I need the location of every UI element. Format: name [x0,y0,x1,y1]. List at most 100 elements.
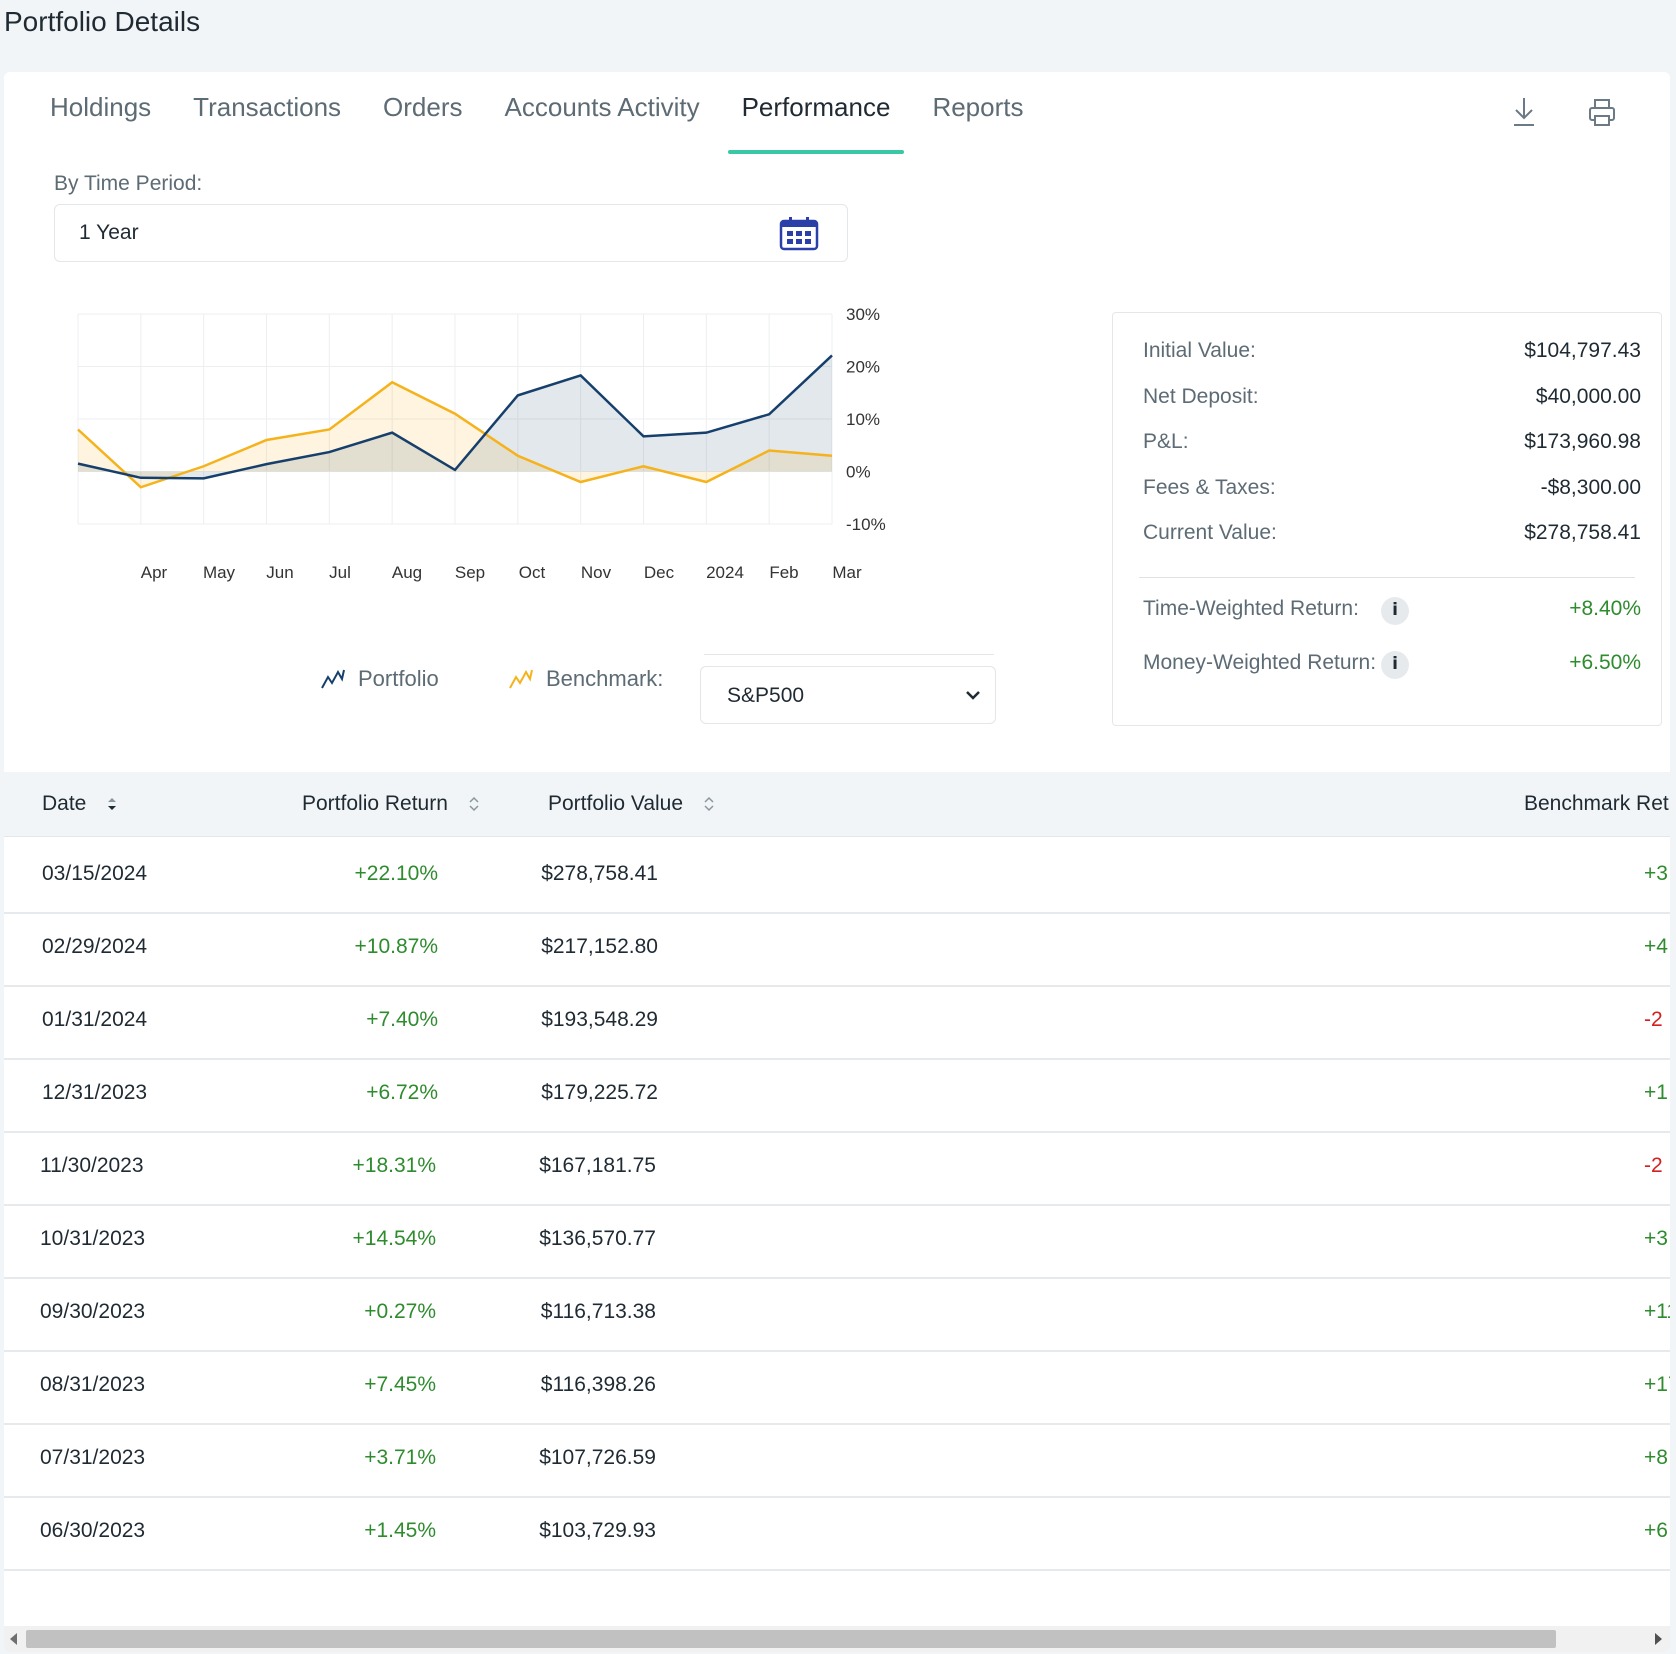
table-row[interactable]: 10/31/2023 +14.54% $136,570.77 +3 [4,1203,1670,1279]
cell-portfolio-value: $179,225.72 [541,1081,658,1104]
table-row[interactable]: 01/31/2024 +7.40% $193,548.29 -2 [4,984,1670,1060]
table-row[interactable]: 12/31/2023 +6.72% $179,225.72 +1 [4,1057,1670,1133]
time-period-value: 1 Year [79,221,139,244]
table-row[interactable]: 06/30/2023 +1.45% $103,729.93 +6 [4,1495,1670,1571]
page-title: Portfolio Details [4,6,201,37]
tab-bar: Holdings Transactions Orders Accounts Ac… [50,92,1065,154]
tab-reports[interactable]: Reports [932,92,1024,122]
legend-benchmark-label: Benchmark: [546,666,664,691]
sort-icon [108,798,117,811]
cell-date: 08/31/2023 [40,1373,146,1396]
cell-portfolio-return: +22.10% [354,862,439,885]
cell-date: 03/15/2024 [42,862,148,885]
cell-portfolio-return: +14.54% [352,1227,437,1250]
download-icon[interactable] [1504,92,1544,132]
performance-chart-svg: 30% 20% 10% 0% -10% Apr May Jun Jul Aug Sep Oct Nov D… [77,305,886,582]
benchmark-select[interactable]: S&P500 [700,666,996,724]
column-header-label: Portfolio Value [548,792,684,815]
cell-benchmark-return: +3 [1644,1227,1668,1250]
performance-chart: 30% 20% 10% 0% -10% Apr May Jun Jul Aug Sep Oct Nov D… [64,302,964,622]
table-row[interactable]: 02/29/2024 +10.87% $217,152.80 +4 [4,911,1670,987]
cell-portfolio-return: +18.31% [352,1154,437,1177]
scroll-right-icon[interactable] [1655,1633,1662,1645]
y-tick-label: 10% [846,410,880,429]
y-tick-label: 20% [846,358,880,377]
cell-date: 06/30/2023 [40,1519,146,1542]
cell-date: 11/30/2023 [40,1154,144,1177]
table-row[interactable]: 09/30/2023 +0.27% $116,713.38 +11 [4,1276,1670,1352]
cell-date: 01/31/2024 [42,1008,148,1031]
tab-performance[interactable]: Performance [727,92,905,154]
table-row[interactable]: 08/31/2023 +7.45% $116,398.26 +17 [4,1349,1670,1425]
cell-benchmark-return: +6 [1644,1519,1668,1542]
stat-label: Initial Value: [1143,339,1256,362]
cell-portfolio-return: +1.45% [364,1519,436,1542]
cell-benchmark-return: +4 [1644,935,1668,958]
tab-holdings[interactable]: Holdings [50,92,152,122]
table-row[interactable]: 07/31/2023 +3.71% $107,726.59 +8 [4,1422,1670,1498]
cell-benchmark-return: +1 [1644,1081,1668,1104]
cell-portfolio-return: +7.45% [364,1373,436,1396]
time-period-field[interactable]: 1 Year [54,204,848,262]
table-row[interactable]: 11/30/2023 +18.31% $167,181.75 -2 [4,1130,1670,1206]
cell-benchmark-return: +11 [1644,1300,1670,1323]
x-tick-label: Jul [329,563,351,582]
column-header-portfolio-return[interactable]: Portfolio Return [302,792,480,816]
x-tick-label: Feb [769,563,798,582]
tab-accounts-activity[interactable]: Accounts Activity [504,92,700,122]
time-period-label: By Time Period: [54,172,203,195]
horizontal-scrollbar[interactable] [4,1626,1670,1652]
x-tick-label: Sep [455,563,485,582]
x-tick-label: Jun [266,563,293,582]
portfolio-line-icon [321,669,345,689]
stat-value: $40,000.00 [1535,385,1641,408]
cell-portfolio-value: $217,152.80 [541,935,658,958]
y-tick-label: 0% [846,463,871,482]
portfolio-card: Holdings Transactions Orders Accounts Ac… [4,72,1670,1652]
cell-portfolio-return: +10.87% [354,935,439,958]
x-tick-label: Oct [519,563,546,582]
print-icon[interactable] [1582,92,1622,132]
cell-portfolio-value: $136,570.77 [539,1227,656,1250]
cell-portfolio-return: +7.40% [366,1008,438,1031]
tab-transactions[interactable]: Transactions [193,92,342,122]
chevron-down-icon [966,691,980,700]
y-tick-label: -10% [846,515,886,534]
stat-label: Net Deposit: [1143,385,1259,408]
legend-portfolio: Portfolio [320,666,439,692]
legend-divider [704,654,994,655]
stat-value: +8.40% [1569,597,1641,620]
column-header-date[interactable]: Date [42,792,118,816]
y-tick-label: 30% [846,305,880,324]
stat-value: $104,797.43 [1524,339,1641,362]
scroll-left-icon[interactable] [10,1633,17,1645]
calendar-icon[interactable] [779,217,819,251]
info-icon[interactable] [1381,651,1409,679]
cell-portfolio-value: $167,181.75 [539,1154,656,1177]
info-icon[interactable] [1381,597,1409,625]
x-tick-label: May [203,563,236,582]
stat-label: P&L: [1143,430,1189,453]
tab-orders[interactable]: Orders [383,92,463,122]
cell-portfolio-value: $116,713.38 [540,1300,656,1323]
scrollbar-thumb[interactable] [26,1630,1556,1648]
table-row[interactable]: 03/15/2024 +22.10% $278,758.41 +3 [4,838,1670,914]
summary-panel: Initial Value: $104,797.43 Net Deposit: … [1112,312,1662,726]
cell-date: 12/31/2023 [42,1081,148,1104]
column-header-benchmark-return[interactable]: Benchmark Retu [1524,792,1670,815]
stat-value: -$8,300.00 [1540,476,1641,499]
legend-portfolio-label: Portfolio [358,666,439,691]
series-line-benchmark [77,380,833,489]
cell-portfolio-return: +0.27% [364,1300,436,1323]
column-header-portfolio-value[interactable]: Portfolio Value [548,792,715,816]
series-area-portfolio [78,355,832,479]
x-tick-label: Aug [392,563,422,582]
x-tick-label: Dec [644,563,675,582]
series-line-portfolio [77,354,833,480]
benchmark-select-value: S&P500 [727,684,805,707]
stat-label: Money-Weighted Return: [1143,651,1377,674]
x-tick-label: 2024 [706,563,744,582]
x-tick-label: Nov [581,563,612,582]
cell-benchmark-return: +8 [1644,1446,1668,1469]
table-header: Date Portfolio Return Portfolio Value Be… [4,772,1670,837]
